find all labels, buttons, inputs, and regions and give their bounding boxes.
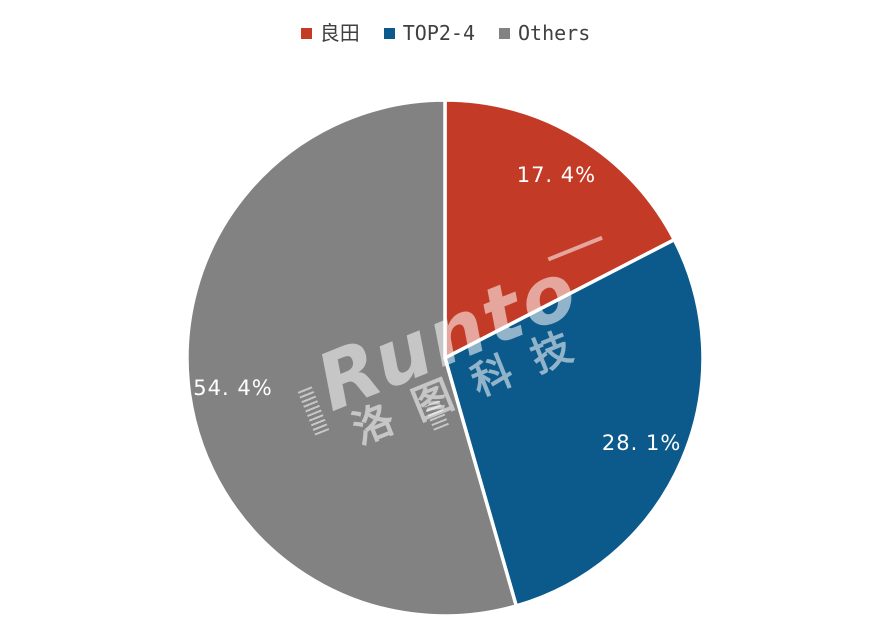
legend-item-TOP2-4[interactable]: TOP2-4 (383, 21, 475, 45)
legend-item-label: TOP2-4 (402, 21, 475, 45)
legend-swatch-icon (499, 27, 510, 39)
legend: 良田 TOP2-4 Others (0, 22, 891, 44)
legend-swatch-icon (300, 27, 312, 39)
pie-slice-TOP2-4[interactable] (443, 237, 705, 608)
legend-item-label: Others (518, 21, 591, 45)
legend-swatch-icon (383, 27, 395, 39)
legend-item-label: 良田 (319, 21, 360, 45)
pie-slice-良田[interactable] (443, 98, 677, 360)
legend-item-良田[interactable]: 良田 (300, 21, 360, 45)
pie-slice-Others[interactable] (185, 98, 519, 618)
legend-item-Others[interactable]: Others (499, 22, 590, 44)
